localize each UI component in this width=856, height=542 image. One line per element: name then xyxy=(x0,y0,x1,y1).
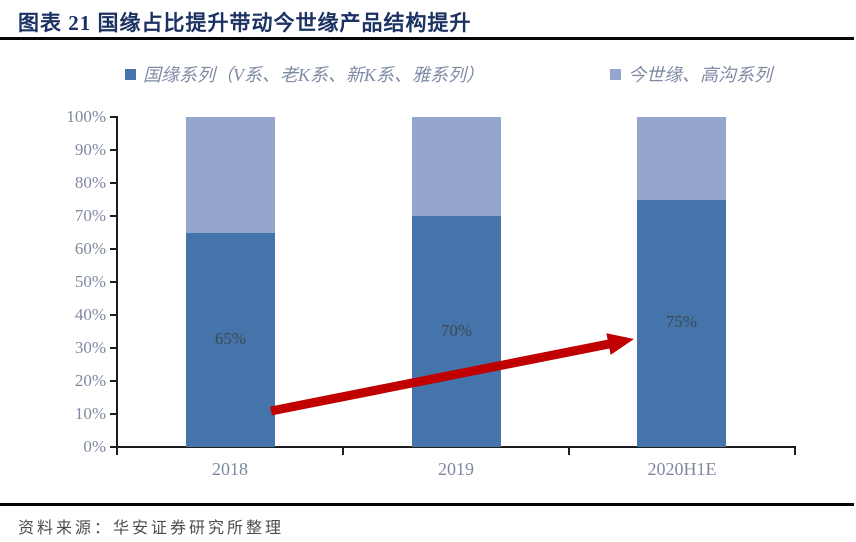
y-tick-mark xyxy=(110,149,117,151)
figure-title: 图表 21 国缘占比提升带动今世缘产品结构提升 xyxy=(18,11,472,35)
x-tick-mark xyxy=(568,447,570,455)
x-category-label: 2019 xyxy=(438,459,474,479)
legend-item: 今世缘、高沟系列 xyxy=(610,63,772,85)
title-underline xyxy=(0,37,854,40)
y-tick-label: 30% xyxy=(74,338,106,357)
y-tick-label: 0% xyxy=(83,437,106,456)
y-tick-label: 90% xyxy=(74,140,106,159)
source-note: 资料来源：华安证券研究所整理 xyxy=(18,520,285,537)
x-tick-mark xyxy=(116,447,118,455)
bar-segment xyxy=(186,232,275,447)
legend-swatch xyxy=(125,68,136,80)
y-tick-label: 20% xyxy=(74,371,106,390)
y-tick-label: 40% xyxy=(74,305,106,324)
x-category-label: 2020H1E xyxy=(647,459,717,479)
y-tick-mark xyxy=(110,281,117,283)
bar-data-label: 65% xyxy=(214,328,247,348)
y-tick-label: 50% xyxy=(74,272,106,291)
y-tick-label: 100% xyxy=(66,107,106,126)
y-tick-mark xyxy=(110,116,117,118)
y-tick-mark xyxy=(110,380,117,382)
y-tick-mark xyxy=(110,314,117,316)
x-tick-mark xyxy=(794,447,796,455)
y-tick-mark xyxy=(110,215,117,217)
bar-segment xyxy=(637,117,726,200)
y-axis-line xyxy=(116,116,118,448)
y-tick-label: 60% xyxy=(74,239,106,258)
y-tick-label: 80% xyxy=(74,173,106,192)
bar-segment xyxy=(412,117,501,216)
x-axis-line xyxy=(116,446,796,448)
legend-label: 今世缘、高沟系列 xyxy=(628,65,772,85)
x-category-label: 2018 xyxy=(212,459,248,479)
legend-label: 国缘系列（V系、老K系、新K系、雅系列） xyxy=(143,65,485,85)
legend-item: 国缘系列（V系、老K系、新K系、雅系列） xyxy=(125,63,484,85)
y-tick-mark xyxy=(110,248,117,250)
y-tick-mark xyxy=(110,182,117,184)
footer-divider xyxy=(0,503,854,506)
bar-segment xyxy=(637,199,726,447)
bar-data-label: 75% xyxy=(665,312,698,332)
y-tick-label: 10% xyxy=(74,404,106,423)
y-tick-label: 70% xyxy=(74,206,106,225)
y-tick-mark xyxy=(110,413,117,415)
y-tick-mark xyxy=(110,446,117,448)
bar-data-label: 70% xyxy=(440,320,473,340)
y-tick-mark xyxy=(110,347,117,349)
legend-swatch xyxy=(610,68,621,80)
bar-segment xyxy=(186,117,275,233)
x-tick-mark xyxy=(342,447,344,455)
